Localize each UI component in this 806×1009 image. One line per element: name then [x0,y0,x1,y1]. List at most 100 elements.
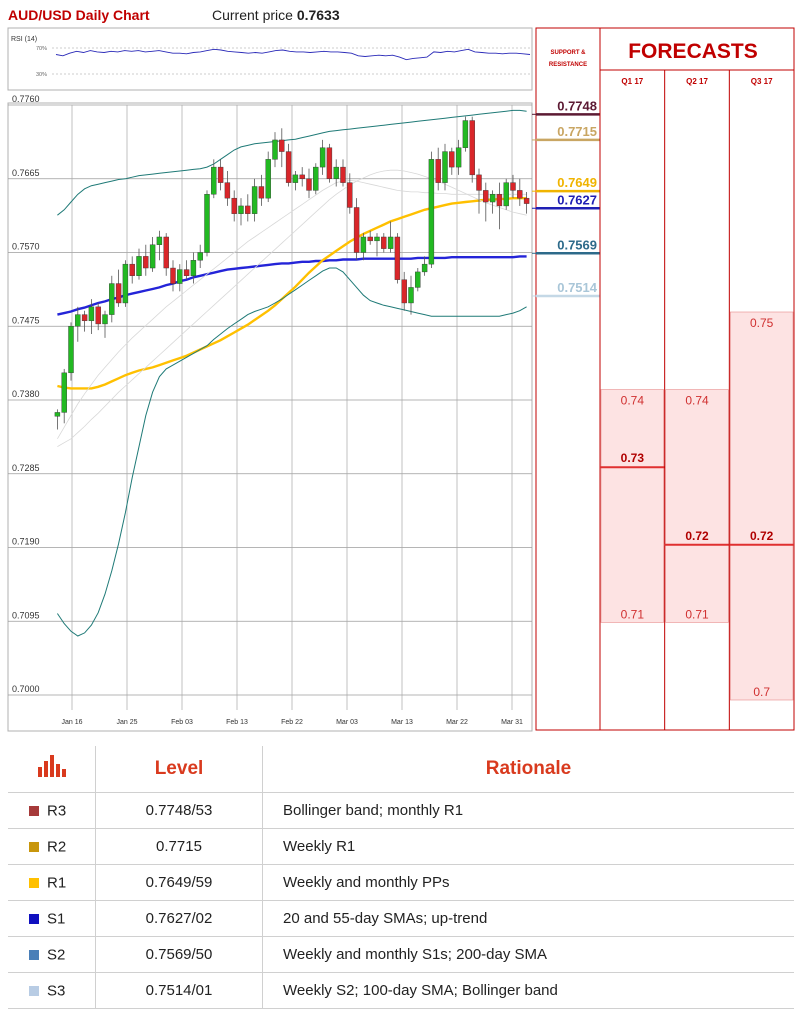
level-row: S2 0.7569/50 Weekly and monthly S1s; 200-d… [8,936,794,973]
chart-title: AUD/USD Daily Chart [8,7,150,23]
forecast-mid-label: 0.72 [750,529,774,543]
level-row: R2 0.7715 Weekly R1 [8,828,794,865]
level-rationale: Bollinger band; monthly R1 [262,792,794,829]
y-tick-label: 0.7665 [12,168,40,178]
x-tick-label: Mar 03 [336,719,358,726]
candle-body [387,236,394,249]
y-tick-label: 0.7095 [12,610,40,620]
sma-55-line [57,196,527,390]
candle-body [61,372,67,413]
level-value: 0.7715 [95,828,263,865]
candle-body [401,279,407,304]
candle-body [265,159,271,199]
sr-level-label: 0.7748 [557,98,597,113]
levels-table-header: Level Rationale [8,746,794,793]
forecast-low-label: 0.71 [621,607,645,621]
forecast-low-label: 0.7 [753,685,770,699]
candle-body [177,269,183,284]
candle-body [122,263,129,304]
candle-body [217,166,224,183]
sma-100-line [57,169,527,447]
current-price-label: Current price [212,7,293,23]
candle-body [190,260,197,276]
candle-body [245,205,251,214]
sr-label-line2: RESISTANCE [549,62,587,68]
level-color-swatch [29,985,39,996]
level-name: R1 [47,874,67,892]
candle-body [347,182,353,208]
forecast-high-label: 0.74 [621,394,645,408]
level-header: Level [95,746,263,793]
sr-label-line1: SUPPORT & [550,50,586,56]
candle-body [143,256,149,269]
level-name: R2 [47,838,67,856]
sr-level-label: 0.7514 [557,280,598,295]
level-name: R3 [47,802,67,820]
level-value: 0.7748/53 [95,792,263,829]
rsi-70-label: 70% [36,46,47,52]
candle-body [455,147,462,168]
sr-levels: 0.7748 0.7715 0.7649 0.7627 0.7569 0.7514 [532,98,600,298]
sr-level-label: 0.7569 [557,237,597,252]
candle-body [299,174,305,179]
forecast-high-label: 0.75 [750,316,774,330]
candle-body [319,147,326,168]
candle-body [136,256,142,276]
rsi-line [55,48,531,61]
y-tick-label: 0.7380 [12,389,40,399]
level-name-cell: S2 [8,936,96,973]
candle-body [353,207,360,253]
level-color-swatch [29,805,39,816]
aud-usd-chart: RSI (14) 70% 30% 0.7760 0.7665 0.7570 0.747… [7,27,795,732]
level-color-swatch [29,949,39,960]
y-tick-label: 0.7760 [12,94,40,104]
candle-body [442,151,448,183]
candle-body [496,194,503,207]
forecast-mid-label: 0.73 [621,451,645,465]
level-name-cell: R3 [8,792,96,829]
sma-200-line [57,255,527,316]
candle-body [415,271,421,288]
candle-body [483,190,489,203]
candle-body [224,182,231,199]
rsi-30-label: 30% [36,72,47,78]
sr-level-label: 0.7649 [557,175,597,190]
y-tick-label: 0.7475 [12,315,40,325]
candle-body [503,182,509,207]
forecast-columns: Q1 17 0.74 0.71 0.73 Q2 17 0.74 0.71 0.72 Q3 17 0… [600,70,794,730]
candle-body [313,166,319,191]
x-tick-label: Jan 16 [61,719,82,726]
candle-body [54,412,61,417]
level-name-cell: S1 [8,900,96,937]
rsi-panel [7,27,533,91]
candle-body [163,236,169,269]
level-name-cell: R1 [8,864,96,901]
candle-body [381,236,387,249]
bar-chart-icon [8,746,96,793]
candle-body [462,120,469,148]
x-tick-label: Jan 25 [116,719,137,726]
level-color-swatch [29,877,39,888]
x-tick-label: Feb 03 [171,719,193,726]
current-price: Current price 0.7633 [212,7,340,23]
candle-body [435,159,441,183]
candle-body [156,236,163,245]
candlesticks [54,116,530,430]
candle-body [88,306,95,322]
candle-body [340,166,346,183]
candle-body [517,190,523,199]
x-tick-label: Feb 22 [281,719,303,726]
candle-body [326,147,333,179]
forecast-column-label: Q2 17 [686,77,708,86]
candle-body [75,314,81,327]
levels-table: Level Rationale R3 0.7748/53 Bollinger ban… [8,746,794,1009]
candle-body [272,139,278,160]
x-tick-label: Mar 31 [501,719,523,726]
candle-body [231,197,237,214]
rationale-header: Rationale [262,746,794,793]
level-value: 0.7514/01 [95,972,263,1009]
candle-body [292,174,299,183]
candle-body [408,287,414,304]
level-name: S3 [47,982,66,1000]
candle-body [197,252,203,261]
